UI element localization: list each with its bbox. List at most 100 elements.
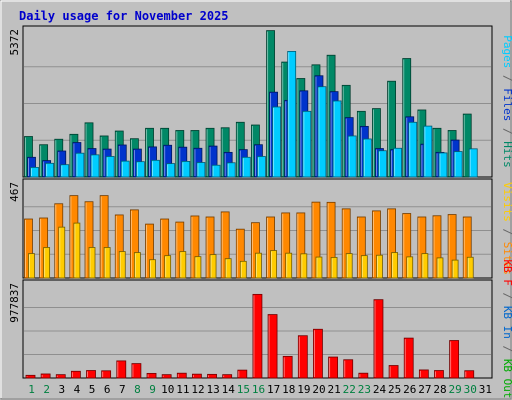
kb-f-bar-day-14 xyxy=(222,374,233,379)
kb-f-bar-day-18 xyxy=(282,355,293,379)
kb-max-label: 977837 xyxy=(8,283,21,323)
pages-bar-day-10 xyxy=(166,163,176,178)
visits-bar-day-11 xyxy=(179,251,187,279)
kb-f-bar-day-11 xyxy=(176,372,187,379)
visits-bar-day-15 xyxy=(239,260,247,279)
kb-legend-part: KB In xyxy=(501,306,512,339)
pages-bar-day-24 xyxy=(378,150,387,178)
x-label-day-15: 15 xyxy=(237,383,250,396)
x-label-day-16: 16 xyxy=(252,383,265,396)
x-label-day-26: 26 xyxy=(403,383,416,396)
kb-f-bar-day-2 xyxy=(40,373,51,379)
series-visits xyxy=(28,222,474,279)
pages-bar-day-21 xyxy=(332,100,342,178)
kb-f-bar-day-25 xyxy=(388,365,399,379)
pages-bar-day-8 xyxy=(136,161,145,178)
pages-bar-day-15 xyxy=(241,156,251,178)
kb-f-bar-day-27 xyxy=(418,369,429,379)
visits-sites-panel: 467 Visits / Sites xyxy=(8,178,512,279)
visits-bar-day-10 xyxy=(164,255,172,279)
hits-bar-day-30 xyxy=(462,113,472,178)
kb-f-bar-day-28 xyxy=(434,370,444,379)
visits-bar-day-18 xyxy=(285,252,293,279)
kb-f-bar-day-16 xyxy=(252,293,263,379)
x-label-day-11: 11 xyxy=(176,383,189,396)
kb-f-bar-day-17 xyxy=(267,314,278,379)
hits-files-pages-legend-part: Pages xyxy=(501,35,512,68)
kb-f-bar-day-20 xyxy=(313,328,323,379)
hits-files-pages-legend-part: / xyxy=(501,68,512,88)
kb-f-bar-day-5 xyxy=(86,370,96,379)
visits-bar-day-1 xyxy=(28,253,35,279)
kb-f-bar-day-24 xyxy=(373,299,384,379)
kb-f-bar-day-15 xyxy=(237,369,248,379)
kb-f-bar-day-3 xyxy=(55,374,66,379)
kb-f-bar-day-13 xyxy=(207,373,217,379)
pages-bar-day-12 xyxy=(196,162,206,178)
kb-f-bar-day-9 xyxy=(146,372,157,379)
x-label-day-3: 3 xyxy=(59,383,66,396)
pages-bar-day-26 xyxy=(408,121,418,178)
visits-bar-day-8 xyxy=(134,252,141,279)
hits-files-pages-legend: Pages / Files / Hits xyxy=(501,35,512,168)
visits-bar-day-4 xyxy=(73,222,81,279)
x-label-day-19: 19 xyxy=(297,383,310,396)
hits-files-pages-legend-part: Hits xyxy=(501,141,512,168)
x-label-day-20: 20 xyxy=(312,383,325,396)
series-pages xyxy=(30,50,478,178)
pages-bar-day-2 xyxy=(45,162,55,178)
x-label-day-17: 17 xyxy=(267,383,280,396)
visits-bar-day-14 xyxy=(224,258,232,279)
kb-f-bar-day-6 xyxy=(101,370,112,379)
kb-f-bar-day-22 xyxy=(343,359,354,379)
x-label-day-9: 9 xyxy=(149,383,156,396)
kb-f-bar-day-21 xyxy=(328,356,338,379)
pages-bar-day-7 xyxy=(120,160,130,178)
x-label-day-10: 10 xyxy=(161,383,174,396)
visits-bar-day-12 xyxy=(194,256,202,279)
visits-sites-legend: Visits / Sites xyxy=(501,182,512,275)
visits-bar-day-24 xyxy=(376,254,383,279)
visits-bar-day-17 xyxy=(270,250,277,279)
x-label-day-28: 28 xyxy=(433,383,446,396)
visits-bar-day-26 xyxy=(406,256,414,279)
pages-bar-day-13 xyxy=(211,164,221,178)
kb-f-bar-day-4 xyxy=(70,370,81,379)
visits-sites-max-label: 467 xyxy=(8,182,21,202)
pages-bar-day-19 xyxy=(302,110,312,178)
pages-bar-day-27 xyxy=(423,125,433,178)
visits-bar-day-29 xyxy=(451,259,459,279)
x-label-day-12: 12 xyxy=(191,383,204,396)
x-label-day-2: 2 xyxy=(43,383,50,396)
x-label-day-7: 7 xyxy=(119,383,126,396)
pages-bar-day-4 xyxy=(75,152,85,178)
kb-legend-part: KB F xyxy=(501,259,512,286)
pages-bar-day-9 xyxy=(151,159,160,178)
x-label-day-13: 13 xyxy=(206,383,219,396)
pages-bar-day-14 xyxy=(226,162,236,178)
hits-files-pages-legend-part: / xyxy=(501,121,512,141)
x-label-day-14: 14 xyxy=(222,383,236,396)
pages-bar-day-22 xyxy=(347,135,357,178)
kb-legend-part: / xyxy=(501,339,512,359)
kb-f-bar-day-26 xyxy=(403,337,414,379)
pages-bar-day-30 xyxy=(468,148,478,178)
kb-legend-part: KB Out xyxy=(501,359,512,399)
x-label-day-4: 4 xyxy=(74,383,81,396)
pages-bar-day-16 xyxy=(257,156,266,178)
visits-bar-day-6 xyxy=(103,247,111,279)
x-label-day-30: 30 xyxy=(464,383,477,396)
visits-sites-legend-part: Visits xyxy=(501,182,512,222)
visits-bar-day-16 xyxy=(255,252,262,279)
pages-bar-day-29 xyxy=(453,151,463,178)
series-kb-f xyxy=(25,293,475,379)
pages-bar-day-18 xyxy=(287,50,297,178)
pages-bar-day-17 xyxy=(272,106,281,178)
x-label-day-8: 8 xyxy=(134,383,141,396)
visits-bar-day-28 xyxy=(436,257,444,279)
kb-f-bar-day-10 xyxy=(161,374,172,379)
visits-bar-day-22 xyxy=(345,253,353,279)
visits-bar-day-20 xyxy=(315,256,323,279)
